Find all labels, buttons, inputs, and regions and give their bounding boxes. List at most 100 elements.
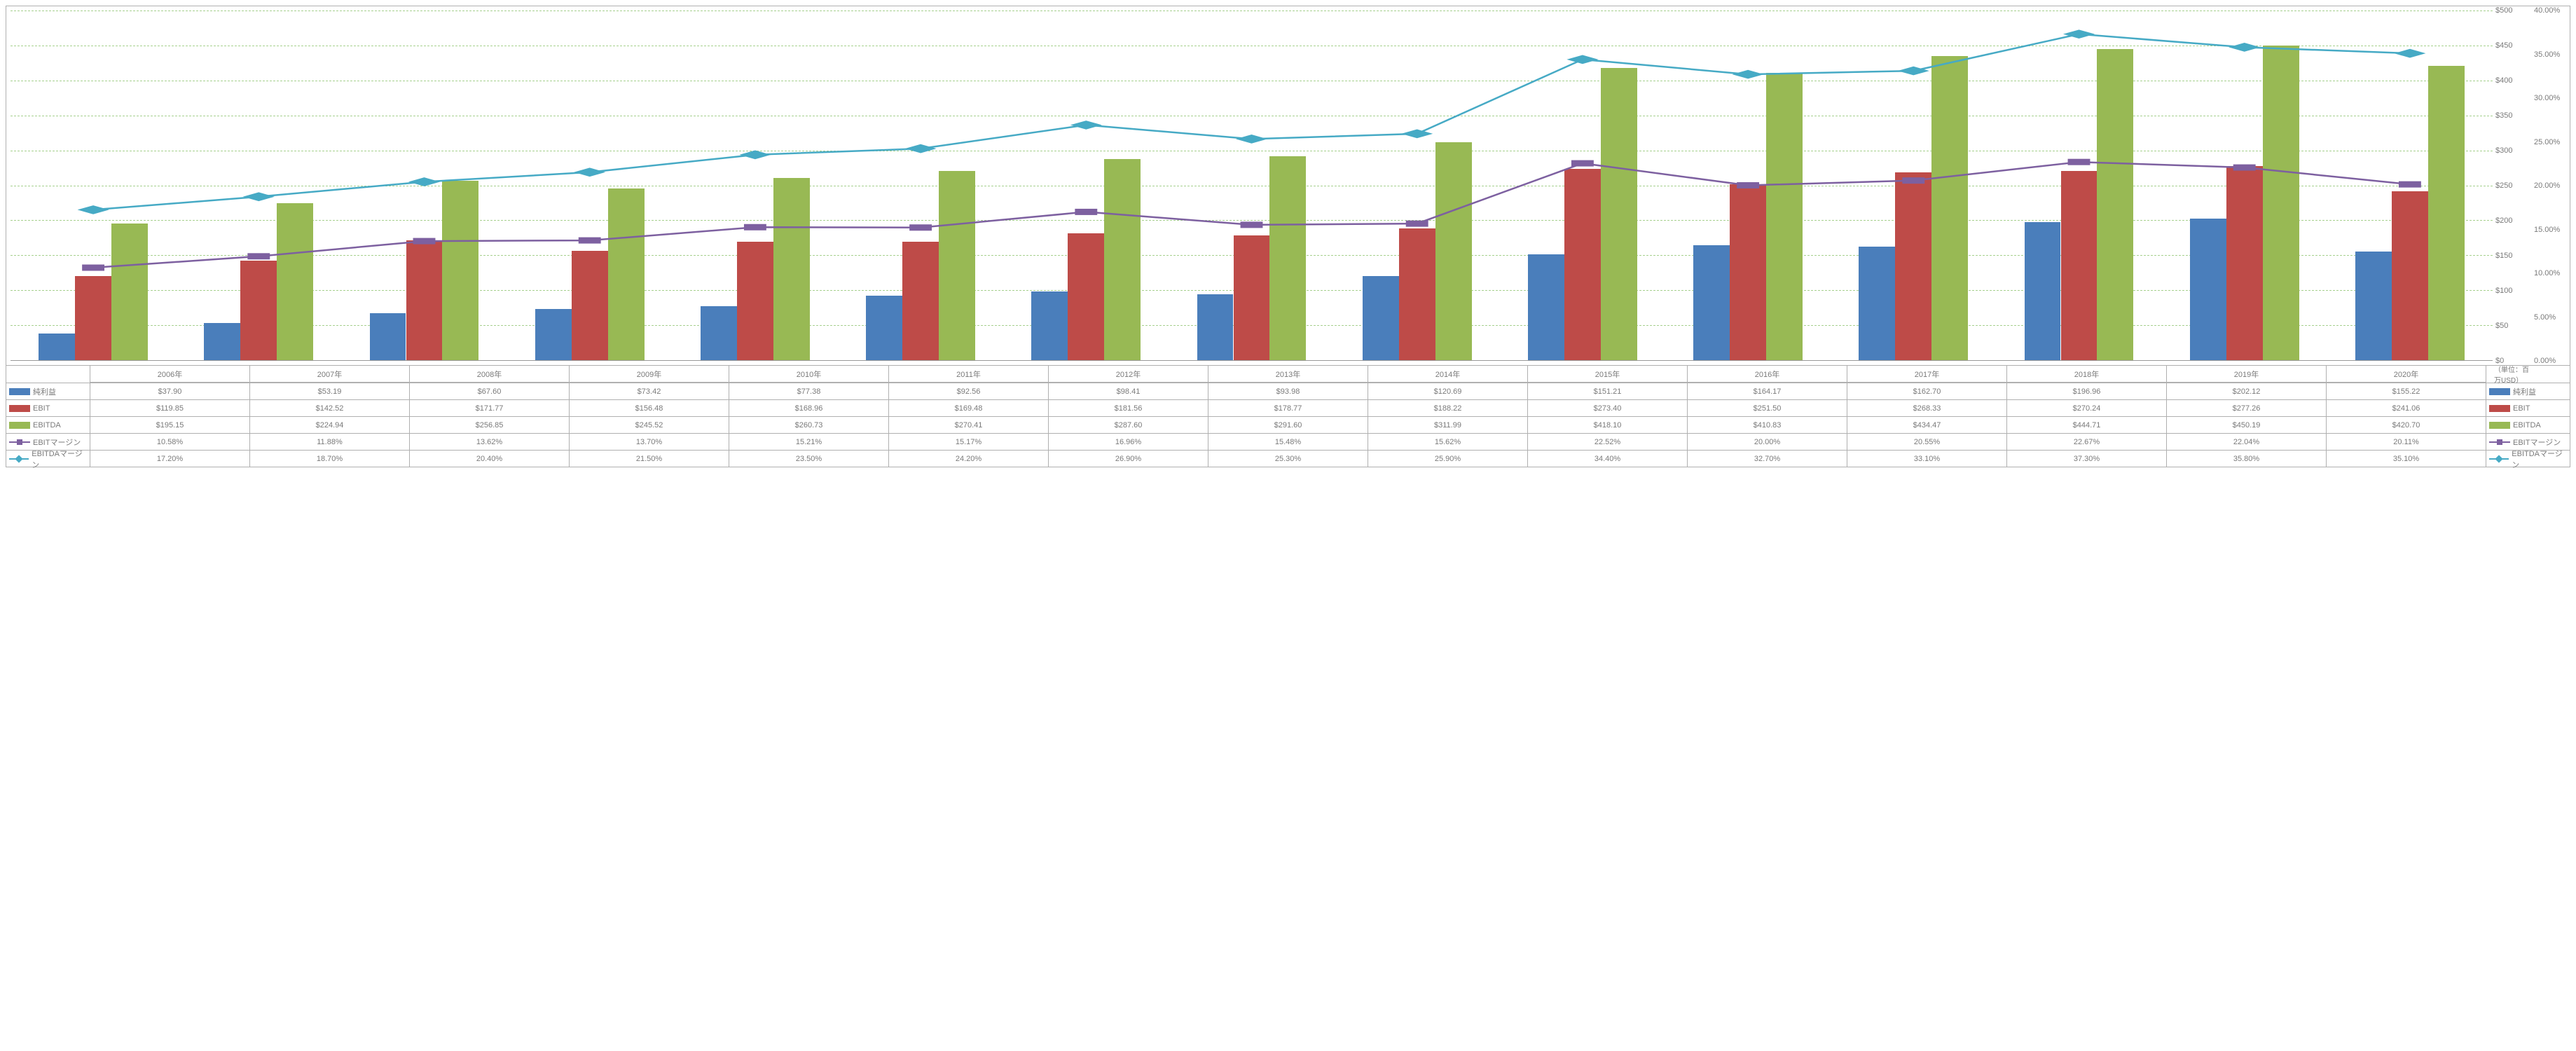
- data-cell-ebitda: $270.41: [889, 416, 1048, 433]
- y-left-tick: $50: [2495, 322, 2508, 330]
- data-cell-net_income: $37.90: [90, 383, 249, 399]
- data-column: 2013年$93.98$178.77$291.6015.48%25.30%: [1208, 366, 1368, 467]
- marker-ebit_margin: [1075, 209, 1097, 215]
- legend-label-ebit_margin: EBITマージン: [33, 437, 81, 448]
- data-cell-net_income: $93.98: [1208, 383, 1368, 399]
- data-cell-net_income: $196.96: [2007, 383, 2166, 399]
- legend-label-ebitda: EBITDA: [2513, 421, 2541, 430]
- y-axis-right: 0.00%5.00%10.00%15.00%20.00%25.00%30.00%…: [2531, 6, 2570, 365]
- data-column: 2017年$162.70$268.33$434.4720.55%33.10%: [1847, 366, 2007, 467]
- data-cell-ebit_margin: 20.55%: [1847, 433, 2006, 450]
- data-cell-net_income: $53.19: [250, 383, 409, 399]
- data-cell-net_income: $164.17: [1688, 383, 1847, 399]
- data-cell-ebitda_margin: 23.50%: [729, 450, 888, 467]
- year-header: 2014年: [1368, 366, 1527, 383]
- year-header: 2013年: [1208, 366, 1368, 383]
- data-column: 2009年$73.42$156.48$245.5213.70%21.50%: [570, 366, 729, 467]
- data-cell-ebitda_margin: 24.20%: [889, 450, 1048, 467]
- marker-ebit_margin: [909, 224, 932, 231]
- plot-area: [11, 11, 2493, 361]
- marker-ebitda_margin: [1401, 130, 1433, 139]
- data-cell-ebit_margin: 20.00%: [1688, 433, 1847, 450]
- year-header: 2019年: [2167, 366, 2326, 383]
- data-cell-ebit: $168.96: [729, 399, 888, 416]
- data-column: 2011年$92.56$169.48$270.4115.17%24.20%: [889, 366, 1049, 467]
- data-cell-ebitda_margin: 32.70%: [1688, 450, 1847, 467]
- data-cell-ebitda: $256.85: [410, 416, 569, 433]
- data-cell-ebit_margin: 11.88%: [250, 433, 409, 450]
- marker-ebit_margin: [247, 253, 270, 259]
- data-cell-net_income: $151.21: [1528, 383, 1687, 399]
- legend-swatch-ebit: [9, 405, 30, 412]
- data-cell-ebit: $142.52: [250, 399, 409, 416]
- data-column: 2016年$164.17$251.50$410.8320.00%32.70%: [1688, 366, 1847, 467]
- data-cell-net_income: $77.38: [729, 383, 888, 399]
- marker-ebitda_margin: [1733, 70, 1764, 79]
- data-column: 2010年$77.38$168.96$260.7315.21%23.50%: [729, 366, 889, 467]
- data-column: 2014年$120.69$188.22$311.9915.62%25.90%: [1368, 366, 1528, 467]
- legend-swatch-ebit_margin: [9, 441, 30, 443]
- legend-label-ebitda_margin: EBITDAマージン: [2512, 448, 2567, 470]
- y-right-tick: 0.00%: [2534, 357, 2556, 365]
- data-column: 2019年$202.12$277.26$450.1922.04%35.80%: [2167, 366, 2327, 467]
- data-cell-ebitda_margin: 35.80%: [2167, 450, 2326, 467]
- data-cell-ebit_margin: 22.52%: [1528, 433, 1687, 450]
- data-cell-ebit: $181.56: [1049, 399, 1208, 416]
- data-cell-ebitda_margin: 34.40%: [1528, 450, 1687, 467]
- data-cell-net_income: $155.22: [2327, 383, 2486, 399]
- year-header: 2010年: [729, 366, 888, 383]
- data-cell-net_income: $67.60: [410, 383, 569, 399]
- year-header: 2006年: [90, 366, 249, 383]
- data-column: 2018年$196.96$270.24$444.7122.67%37.30%: [2007, 366, 2167, 467]
- legend-label-net_income: 純利益: [2513, 386, 2536, 397]
- plot-area-wrap: $0$50$100$150$200$250$300$350$400$450$50…: [6, 6, 2570, 366]
- data-table: 2006年$37.90$119.85$195.1510.58%17.20%200…: [90, 366, 2486, 467]
- legend-item-ebit: EBIT: [6, 399, 90, 416]
- data-cell-ebitda: $287.60: [1049, 416, 1208, 433]
- marker-ebit_margin: [744, 224, 766, 231]
- marker-ebit_margin: [413, 238, 436, 245]
- legend-label-net_income: 純利益: [33, 386, 56, 397]
- legend-swatch-net_income: [9, 388, 30, 395]
- data-cell-net_income: $92.56: [889, 383, 1048, 399]
- year-header: 2018年: [2007, 366, 2166, 383]
- marker-ebit_margin: [2399, 181, 2421, 188]
- y-right-tick: 40.00%: [2534, 6, 2560, 15]
- year-header: 2016年: [1688, 366, 1847, 383]
- marker-ebit_margin: [1737, 182, 1759, 188]
- data-column: 2020年$155.22$241.06$420.7020.11%35.10%: [2327, 366, 2486, 467]
- marker-ebitda_margin: [408, 177, 440, 186]
- data-cell-ebitda_margin: 20.40%: [410, 450, 569, 467]
- data-cell-ebitda: $444.71: [2007, 416, 2166, 433]
- data-cell-net_income: $73.42: [570, 383, 729, 399]
- data-cell-ebitda_margin: 25.30%: [1208, 450, 1368, 467]
- legend-swatch-ebitda_margin: [9, 458, 29, 460]
- y-left-tick: $150: [2495, 252, 2512, 260]
- data-cell-ebit: $251.50: [1688, 399, 1847, 416]
- data-column: 2015年$151.21$273.40$418.1022.52%34.40%: [1528, 366, 1688, 467]
- legend-item-ebitda_margin: EBITDAマージン: [6, 450, 90, 467]
- data-cell-ebitda_margin: 37.30%: [2007, 450, 2166, 467]
- legend-item-net_income: 純利益: [2486, 383, 2570, 399]
- data-cell-ebitda_margin: 35.10%: [2327, 450, 2486, 467]
- legend-label-ebit_margin: EBITマージン: [2513, 437, 2561, 448]
- data-column: 2008年$67.60$171.77$256.8513.62%20.40%: [410, 366, 570, 467]
- data-cell-ebitda: $418.10: [1528, 416, 1687, 433]
- y-left-tick: $400: [2495, 76, 2512, 85]
- legend-label-ebitda_margin: EBITDAマージン: [32, 448, 87, 470]
- data-cell-ebit: $119.85: [90, 399, 249, 416]
- marker-ebit_margin: [1406, 221, 1428, 227]
- data-cell-ebitda: $245.52: [570, 416, 729, 433]
- marker-ebit_margin: [1571, 160, 1594, 167]
- data-cell-ebit: $270.24: [2007, 399, 2166, 416]
- y-left-unit: （単位：百万USD）: [2494, 364, 2531, 378]
- marker-ebit_margin: [1902, 177, 1924, 184]
- marker-ebitda_margin: [905, 144, 937, 153]
- data-cell-ebit_margin: 15.21%: [729, 433, 888, 450]
- marker-ebitda_margin: [1566, 55, 1598, 64]
- data-cell-ebitda: $410.83: [1688, 416, 1847, 433]
- data-cell-ebitda: $260.73: [729, 416, 888, 433]
- data-cell-ebitda_margin: 25.90%: [1368, 450, 1527, 467]
- data-cell-ebitda: $224.94: [250, 416, 409, 433]
- year-header: 2017年: [1847, 366, 2006, 383]
